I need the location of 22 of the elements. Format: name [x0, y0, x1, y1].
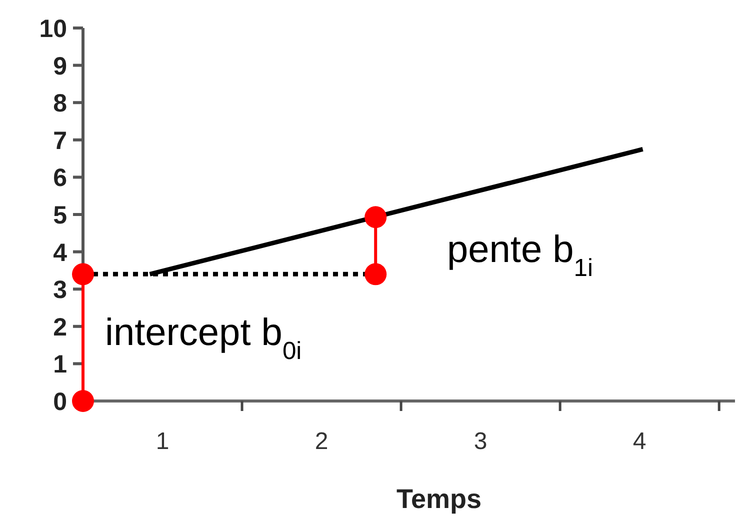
point	[72, 263, 94, 286]
y-tick-label: 9	[53, 52, 67, 80]
y-tick-label: 6	[53, 164, 67, 192]
x-tick-label: 4	[632, 428, 646, 455]
x-tick-label: 3	[474, 428, 488, 455]
y-tick-label: 10	[39, 15, 67, 43]
y-tick-label: 8	[53, 90, 68, 118]
point	[72, 390, 94, 412]
y-tick-label: 2	[53, 313, 67, 342]
x-axis-title: Temps	[396, 484, 482, 514]
y-tick-label: 4	[53, 238, 68, 267]
y-tick-label: 1	[53, 350, 68, 379]
y-tick-label: 5	[53, 202, 68, 230]
point	[364, 206, 387, 228]
x-tick-label: 2	[314, 428, 328, 455]
point	[364, 263, 387, 286]
x-tick-label: 1	[156, 428, 170, 455]
y-tick-label: 7	[53, 126, 67, 155]
annotation: pente b$_{1i}$	[447, 229, 594, 282]
y-tick-label: 3	[53, 276, 67, 304]
annotation: intercept b$_{0i}$	[105, 312, 302, 364]
y-tick-label: 0	[53, 388, 67, 416]
